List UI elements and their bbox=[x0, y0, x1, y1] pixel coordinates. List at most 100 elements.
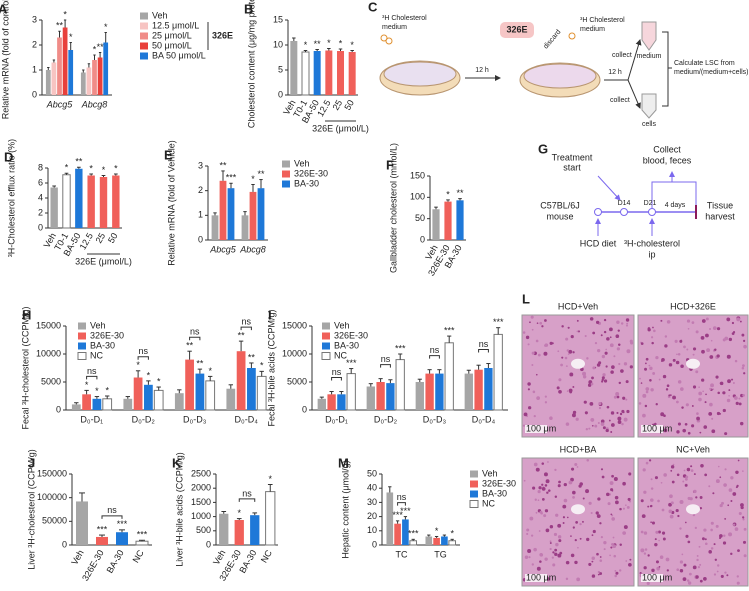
bar bbox=[348, 52, 356, 95]
bracket-label: ns bbox=[241, 316, 251, 326]
tissue-texture bbox=[576, 577, 581, 582]
histology-image bbox=[637, 314, 749, 438]
tissue-texture bbox=[690, 469, 694, 472]
tissue-texture bbox=[709, 355, 714, 359]
tissue-texture bbox=[670, 501, 674, 505]
tissue-texture bbox=[698, 391, 703, 396]
tissue-texture bbox=[712, 492, 715, 495]
legend-swatch bbox=[77, 352, 87, 360]
tissue-texture bbox=[531, 351, 535, 355]
tissue-texture bbox=[669, 494, 673, 499]
significance: ** bbox=[248, 352, 256, 362]
tissue-texture bbox=[536, 566, 541, 571]
tissue-texture bbox=[651, 341, 654, 345]
tissue-texture bbox=[563, 482, 567, 487]
tissue-texture bbox=[564, 356, 568, 360]
panel-label: K bbox=[172, 455, 182, 470]
tissue-texture bbox=[582, 520, 584, 523]
tissue-texture bbox=[724, 336, 729, 341]
tissue-texture bbox=[651, 521, 655, 525]
y-tick-label: 500 bbox=[196, 525, 211, 535]
tissue-texture bbox=[544, 557, 548, 561]
tissue-texture bbox=[609, 327, 613, 332]
legend-swatch bbox=[78, 342, 86, 350]
legend-swatch bbox=[140, 32, 148, 40]
tissue-texture bbox=[653, 329, 656, 333]
tissue-texture bbox=[660, 412, 665, 417]
tissue-texture bbox=[544, 395, 547, 398]
bar bbox=[144, 384, 153, 410]
tissue-texture bbox=[629, 365, 633, 369]
tissue-texture bbox=[527, 388, 530, 391]
legend-swatch bbox=[322, 342, 330, 350]
arrow bbox=[597, 175, 621, 201]
tissue-texture bbox=[670, 465, 675, 469]
tissue-texture bbox=[609, 336, 612, 339]
tissue-texture bbox=[615, 571, 619, 575]
tissue-texture bbox=[606, 492, 610, 497]
bracket-label: ns bbox=[430, 345, 440, 355]
tissue-texture bbox=[688, 572, 692, 576]
tissue-texture bbox=[625, 324, 629, 327]
tissue-texture bbox=[658, 378, 661, 381]
tissue-texture bbox=[541, 462, 545, 465]
tissue-texture bbox=[629, 558, 632, 561]
significance: * bbox=[69, 32, 73, 42]
panel-label: E bbox=[164, 147, 173, 162]
tissue-texture bbox=[609, 481, 614, 485]
tissue-texture bbox=[695, 370, 699, 374]
tissue-texture bbox=[730, 476, 734, 480]
tissue-texture bbox=[683, 345, 686, 349]
tissue-texture bbox=[538, 486, 542, 490]
y-tick-label: 5000 bbox=[41, 376, 61, 386]
tissue-texture bbox=[727, 504, 730, 507]
tissue-texture bbox=[592, 529, 596, 534]
bar bbox=[99, 177, 108, 228]
tissue-texture bbox=[709, 402, 713, 407]
label: Tissue bbox=[707, 200, 733, 210]
x-tick-label: TG bbox=[434, 549, 447, 559]
label: 12 h bbox=[608, 69, 622, 76]
tissue-texture bbox=[649, 379, 652, 382]
tissue-texture bbox=[617, 329, 620, 332]
tissue-texture bbox=[599, 559, 603, 562]
tissue-texture bbox=[643, 490, 647, 494]
tissue-texture bbox=[654, 538, 657, 541]
label: D21 bbox=[644, 200, 657, 207]
x-tick-label: 12.5 bbox=[315, 98, 332, 118]
label: 12 h bbox=[475, 67, 489, 74]
legend-label: BA-30 bbox=[294, 178, 319, 188]
scale-bar: 100 μm bbox=[526, 423, 556, 433]
tissue-texture bbox=[608, 419, 611, 422]
legend-label: Veh bbox=[334, 320, 350, 330]
tissue-texture bbox=[532, 486, 536, 490]
tissue-texture bbox=[621, 409, 625, 413]
tissue-texture bbox=[629, 500, 632, 503]
tissue-texture bbox=[554, 468, 557, 472]
tissue-texture bbox=[686, 319, 691, 323]
tissue-texture bbox=[739, 421, 744, 426]
bar bbox=[116, 532, 128, 545]
image-label: HCD+BA bbox=[560, 444, 597, 454]
x-group-label: 326E (μmol/L) bbox=[312, 123, 369, 133]
tissue-texture bbox=[711, 429, 716, 434]
label: Collect bbox=[653, 144, 681, 154]
tissue-texture bbox=[685, 403, 689, 407]
significance: * bbox=[450, 529, 454, 539]
tissue-texture bbox=[586, 458, 590, 462]
tissue-texture bbox=[691, 405, 694, 407]
y-axis-label: Fecal ³H-bile acids (CCPM/g) bbox=[266, 309, 276, 426]
legend-label: Veh bbox=[90, 320, 106, 330]
tissue-texture bbox=[714, 558, 717, 561]
tissue-texture bbox=[694, 526, 697, 530]
x-tick-label: 12.5 bbox=[78, 231, 95, 251]
tissue-texture bbox=[591, 574, 596, 578]
significance: ** bbox=[219, 160, 227, 170]
tissue-texture bbox=[739, 320, 742, 323]
tissue-texture bbox=[662, 537, 666, 541]
legend-swatch bbox=[470, 470, 478, 478]
tissue-texture bbox=[704, 538, 707, 541]
tissue-texture bbox=[523, 479, 526, 482]
tissue-texture bbox=[687, 540, 691, 544]
tissue-texture bbox=[611, 489, 614, 492]
